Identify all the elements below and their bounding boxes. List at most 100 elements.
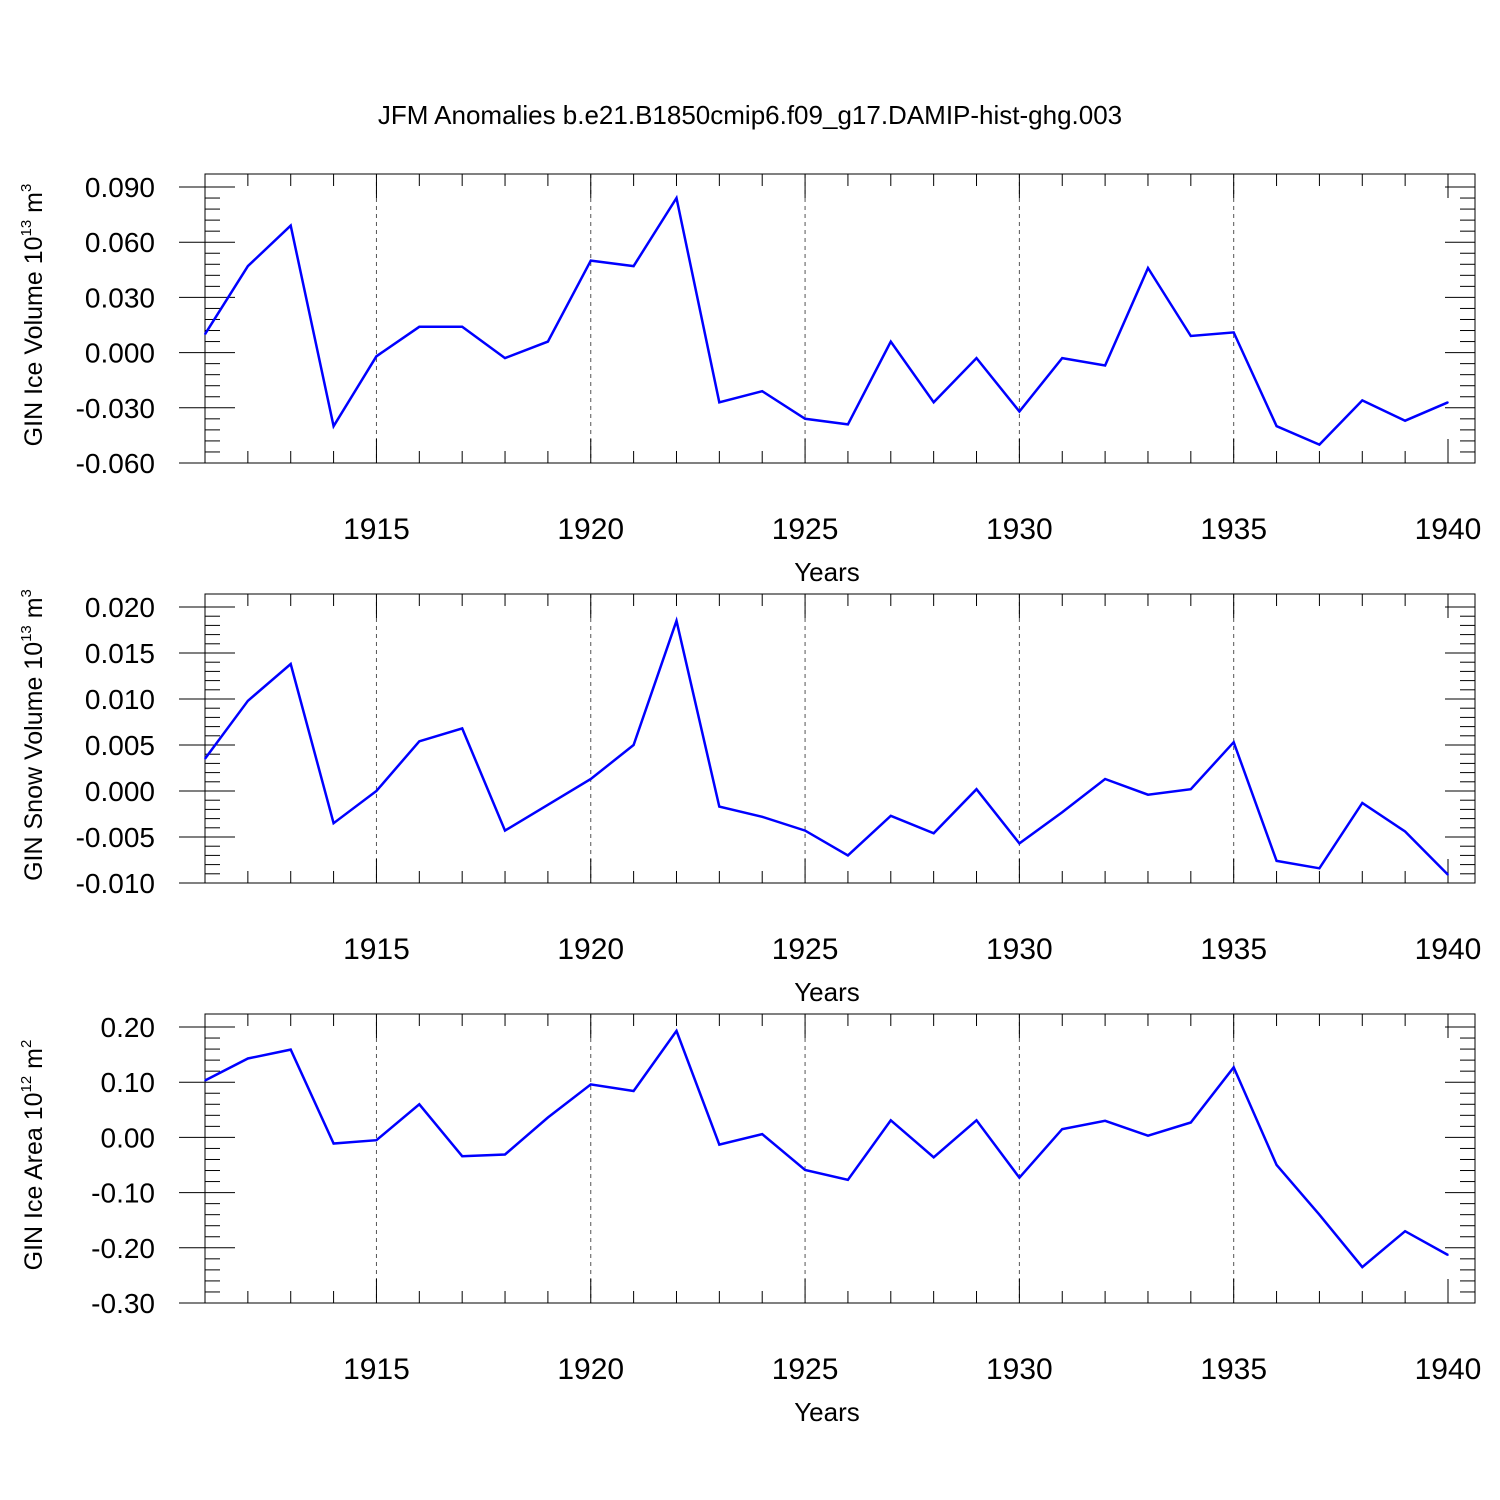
data-point	[718, 805, 721, 808]
y-axis-label-exp: 13	[18, 625, 35, 642]
data-point	[589, 778, 592, 780]
x-tick-label: 1920	[557, 1353, 624, 1386]
data-point	[1447, 1254, 1449, 1256]
data-point	[1018, 410, 1021, 413]
y-axis-label: GIN Snow Volume 1013 m3	[18, 589, 48, 881]
data-point	[675, 1030, 678, 1032]
x-tick-label: 1925	[772, 513, 839, 546]
y-axis-label-unit: m	[20, 597, 48, 625]
data-point	[589, 1083, 592, 1086]
data-point	[1061, 1128, 1064, 1130]
data-point	[1147, 1134, 1149, 1137]
data-point	[204, 758, 206, 760]
data-point	[461, 326, 463, 328]
data-point	[247, 265, 249, 267]
data-point	[1275, 860, 1278, 862]
data-point	[804, 418, 806, 420]
data-point	[204, 1079, 206, 1082]
data-point	[718, 1143, 721, 1146]
data-point	[632, 1090, 635, 1092]
data-point	[1361, 1266, 1364, 1268]
data-point	[1361, 802, 1364, 804]
data-point	[1190, 788, 1192, 790]
data-point	[547, 804, 549, 806]
data-point	[504, 1153, 506, 1156]
y-tick-label: 0.060	[85, 227, 155, 258]
data-series-line	[203, 616, 1449, 876]
x-tick-label: 1930	[986, 1353, 1053, 1386]
y-axis-label: GIN Ice Area 1012 m2	[18, 1040, 48, 1271]
data-point	[889, 815, 892, 817]
data-point	[375, 1139, 378, 1141]
data-point	[804, 829, 806, 832]
data-point	[761, 390, 764, 393]
data-point	[375, 355, 378, 358]
data-point	[889, 1119, 892, 1122]
data-point	[1104, 778, 1106, 780]
data-point	[632, 744, 635, 746]
data-point	[1404, 419, 1406, 422]
y-axis-label-unit-exp: 3	[18, 184, 35, 192]
data-point	[1447, 873, 1449, 876]
data-point	[847, 1179, 849, 1181]
data-point	[675, 197, 678, 199]
data-point	[975, 1119, 978, 1122]
data-point	[461, 727, 463, 730]
panel-2: 1915 1920 1925 1930 1935 1940 Years 0.020 0.015 0…	[18, 589, 1481, 1007]
y-axis-label-main: GIN Ice Area 10	[20, 1092, 48, 1270]
plot-frame	[204, 593, 1476, 884]
data-point	[889, 340, 892, 343]
data-point	[247, 1057, 249, 1060]
y-axis-label-main: GIN Ice Volume 10	[20, 236, 48, 446]
x-axis-label: Years	[794, 1397, 860, 1427]
y-tick-label: -0.10	[91, 1178, 155, 1209]
data-series-line	[203, 194, 1449, 447]
data-point	[761, 1133, 764, 1135]
data-point	[932, 832, 935, 835]
data-point	[204, 333, 206, 336]
data-point	[1318, 867, 1321, 870]
data-point	[332, 822, 335, 824]
data-point	[1275, 1164, 1278, 1166]
y-tick-label: -0.030	[76, 393, 155, 424]
x-tick-label: 1940	[1415, 933, 1482, 966]
data-point	[1190, 1121, 1192, 1124]
y-tick-label: 0.000	[85, 338, 155, 369]
data-point	[1318, 443, 1321, 446]
y-tick-label: 0.000	[85, 776, 155, 807]
y-tick-label: 0.030	[85, 282, 155, 313]
y-tick-label: 0.020	[85, 592, 155, 623]
data-point	[547, 340, 549, 343]
data-point	[718, 401, 721, 404]
x-tick-label: 1930	[986, 933, 1053, 966]
y-tick-label: 0.010	[85, 684, 155, 715]
data-point	[289, 224, 292, 227]
x-tick-label: 1920	[557, 933, 624, 966]
data-point	[675, 620, 678, 622]
x-tick-label: 1915	[343, 1353, 410, 1386]
data-point	[247, 700, 249, 702]
data-point	[1232, 1066, 1235, 1069]
y-tick-label: -0.20	[91, 1233, 155, 1264]
data-point	[289, 663, 292, 665]
data-point	[975, 357, 978, 359]
chart-title: JFM Anomalies b.e21.B1850cmip6.f09_g17.D…	[378, 100, 1122, 130]
data-point	[504, 357, 506, 359]
y-tick-label: 0.10	[101, 1067, 156, 1098]
data-point	[1190, 335, 1192, 337]
x-tick-label: 1935	[1200, 933, 1267, 966]
y-axis-label-unit: m	[20, 192, 48, 220]
y-tick-label: -0.30	[91, 1288, 155, 1319]
data-point	[932, 401, 935, 404]
data-point	[1232, 331, 1235, 334]
x-axis-label: Years	[794, 977, 860, 1007]
x-tick-label: 1940	[1415, 513, 1482, 546]
data-point	[418, 740, 421, 743]
data-point	[1061, 811, 1064, 813]
y-axis-label-exp: 12	[18, 1076, 35, 1093]
data-point	[1018, 1176, 1021, 1179]
plot-frame	[204, 1013, 1476, 1304]
x-tick-label: 1935	[1200, 513, 1267, 546]
x-tick-label: 1915	[343, 513, 410, 546]
x-tick-label: 1915	[343, 933, 410, 966]
